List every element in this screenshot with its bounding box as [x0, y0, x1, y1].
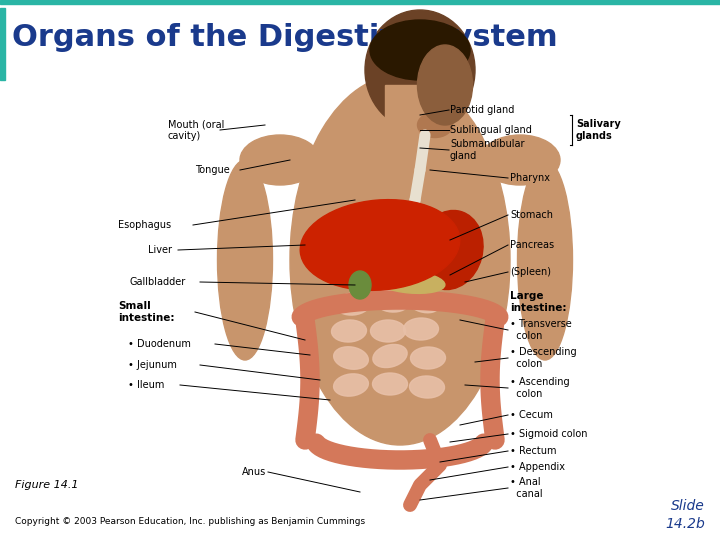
Ellipse shape	[333, 374, 369, 396]
Text: Anus: Anus	[242, 467, 266, 477]
Text: • Cecum: • Cecum	[510, 410, 553, 420]
Text: • Rectum: • Rectum	[510, 446, 557, 456]
Text: Tongue: Tongue	[195, 165, 230, 175]
Text: • Sigmoid colon: • Sigmoid colon	[510, 429, 588, 439]
Ellipse shape	[372, 373, 408, 395]
Ellipse shape	[331, 320, 366, 342]
Ellipse shape	[240, 135, 320, 185]
Ellipse shape	[518, 160, 572, 360]
Ellipse shape	[336, 293, 371, 315]
Ellipse shape	[370, 264, 404, 288]
Text: • Transverse
  colon: • Transverse colon	[510, 319, 572, 341]
Bar	[0, 0, 720, 4]
Text: • Ileum: • Ileum	[128, 380, 164, 390]
Ellipse shape	[410, 347, 446, 369]
Text: Submandibular
gland: Submandibular gland	[450, 139, 524, 161]
Ellipse shape	[403, 318, 438, 340]
Ellipse shape	[406, 289, 440, 313]
Text: Pancreas: Pancreas	[510, 240, 554, 250]
Text: Mouth (oral
cavity): Mouth (oral cavity)	[168, 119, 225, 141]
Ellipse shape	[290, 75, 510, 445]
Text: Organs of the Digestive System: Organs of the Digestive System	[12, 24, 557, 52]
Text: Esophagus: Esophagus	[118, 220, 171, 230]
Bar	[385, 85, 435, 140]
Text: • Anal
  canal: • Anal canal	[510, 477, 543, 499]
Text: Pharynx: Pharynx	[510, 173, 550, 183]
Ellipse shape	[374, 290, 410, 312]
Text: Stomach: Stomach	[510, 210, 553, 220]
Ellipse shape	[300, 200, 460, 291]
Text: Small
intestine:: Small intestine:	[118, 301, 174, 323]
Text: • Ascending
  colon: • Ascending colon	[510, 377, 570, 399]
Ellipse shape	[375, 271, 445, 293]
Ellipse shape	[410, 376, 444, 398]
Ellipse shape	[417, 211, 483, 289]
Ellipse shape	[332, 262, 366, 286]
Ellipse shape	[418, 45, 472, 125]
Text: • Duodenum: • Duodenum	[128, 339, 191, 349]
Ellipse shape	[480, 135, 560, 185]
Text: • Descending
  colon: • Descending colon	[510, 347, 577, 369]
Text: Parotid gland: Parotid gland	[450, 105, 514, 115]
Ellipse shape	[373, 345, 407, 368]
Text: Sublingual gland: Sublingual gland	[450, 125, 532, 135]
Ellipse shape	[370, 20, 470, 80]
Text: Large
intestine:: Large intestine:	[510, 291, 567, 313]
Ellipse shape	[217, 160, 272, 360]
Ellipse shape	[349, 271, 371, 299]
Text: Figure 14.1: Figure 14.1	[15, 480, 78, 490]
Text: • Jejunum: • Jejunum	[128, 360, 177, 370]
Text: Liver: Liver	[148, 245, 172, 255]
Ellipse shape	[371, 320, 405, 342]
Bar	[0, 8, 5, 80]
Text: • Appendix: • Appendix	[510, 462, 565, 472]
Ellipse shape	[365, 10, 475, 130]
Text: Gallbladder: Gallbladder	[130, 277, 186, 287]
Ellipse shape	[405, 262, 439, 284]
Text: (Spleen): (Spleen)	[510, 267, 551, 277]
Text: Salivary
glands: Salivary glands	[576, 119, 621, 141]
Text: Copyright © 2003 Pearson Education, Inc. publishing as Benjamin Cummings: Copyright © 2003 Pearson Education, Inc.…	[15, 517, 365, 526]
Ellipse shape	[333, 347, 369, 369]
Text: Slide
14.2b: Slide 14.2b	[665, 500, 705, 531]
Ellipse shape	[418, 112, 452, 138]
